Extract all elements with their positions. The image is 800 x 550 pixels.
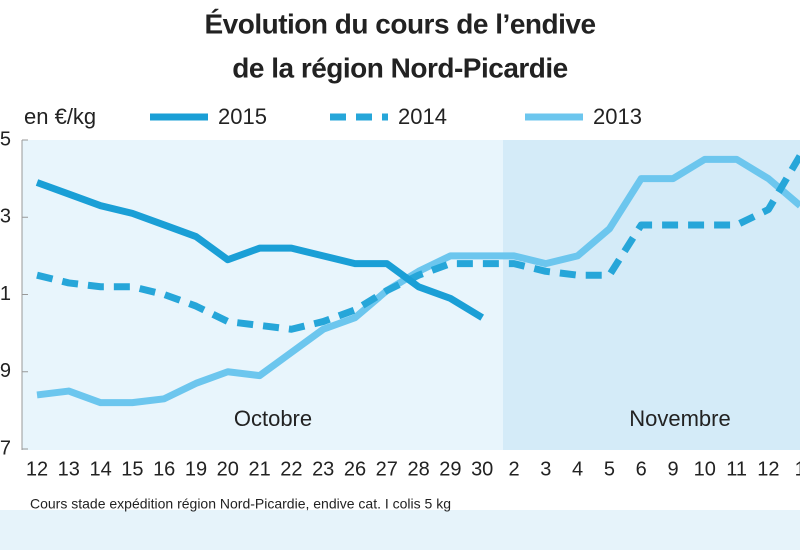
x-tick-label: 29 <box>439 458 461 480</box>
series-line <box>36 153 800 333</box>
series-line <box>36 155 800 407</box>
y-tick-label: 5 <box>0 128 11 150</box>
x-tick-label: 19 <box>185 458 207 480</box>
y-tick-label: 7 <box>0 437 11 459</box>
x-tick-label: 12 <box>757 458 779 480</box>
x-tick-label: 2 <box>508 458 519 480</box>
x-tick-label: 23 <box>312 458 334 480</box>
x-tick-label: 16 <box>153 458 175 480</box>
month-label: Novembre <box>629 406 730 431</box>
legend-label: 2014 <box>398 104 447 129</box>
x-tick-label: 3 <box>540 458 551 480</box>
x-tick-label: 15 <box>121 458 143 480</box>
x-tick-label: 20 <box>217 458 239 480</box>
october-band <box>22 140 503 450</box>
chart-title: Évolution du cours de l’endive <box>204 8 595 39</box>
x-tick-label: 28 <box>407 458 429 480</box>
legend-label: 2013 <box>593 104 642 129</box>
x-tick-label: 14 <box>89 458 111 480</box>
y-axis-label: en €/kg <box>24 104 96 129</box>
x-tick-label: 27 <box>376 458 398 480</box>
x-tick-label: 1 <box>795 458 800 480</box>
x-tick-label: 4 <box>572 458 583 480</box>
x-tick-label: 30 <box>471 458 493 480</box>
y-tick-label: 1 <box>0 283 11 305</box>
x-tick-label: 10 <box>694 458 716 480</box>
y-tick-label: 9 <box>0 360 11 382</box>
source-note: Cours stade expédition région Nord-Picar… <box>30 496 451 512</box>
x-tick-label: 26 <box>344 458 366 480</box>
november-band <box>503 140 800 450</box>
x-tick-label: 12 <box>26 458 48 480</box>
y-tick-label: 3 <box>0 206 11 228</box>
x-tick-label: 11 <box>726 458 747 480</box>
x-tick-label: 6 <box>636 458 647 480</box>
month-label: Octobre <box>234 406 312 431</box>
chart-title: de la région Nord-Picardie <box>232 52 568 83</box>
x-tick-label: 21 <box>248 458 270 480</box>
x-tick-label: 13 <box>58 458 80 480</box>
footer-band <box>0 510 800 550</box>
legend-label: 2015 <box>218 104 267 129</box>
x-tick-label: 5 <box>604 458 615 480</box>
series-line <box>35 179 485 321</box>
x-tick-label: 9 <box>667 458 678 480</box>
x-tick-label: 22 <box>280 458 302 480</box>
